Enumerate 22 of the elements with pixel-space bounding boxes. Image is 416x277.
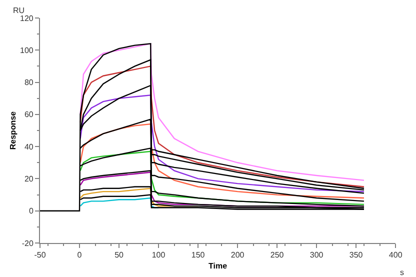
x-tick-label: 0: [77, 250, 82, 260]
x-tick-label: 300: [310, 250, 324, 260]
y-axis-title: Response: [8, 110, 18, 150]
x-tick-label: 400: [388, 250, 403, 260]
text: RU: [13, 6, 25, 15]
y-tick-label: 120: [20, 14, 34, 23]
y-tick-label: 40: [24, 142, 34, 152]
x-tick-label: 250: [270, 250, 284, 260]
x-tick-label: 200: [230, 250, 245, 260]
x-axis-title: Time: [208, 262, 228, 271]
x-tick-label: 350: [349, 250, 364, 260]
y-tick-label: 20: [24, 174, 34, 184]
y-tick-label: 100: [20, 46, 34, 55]
y-tick-label: 80: [24, 78, 34, 88]
y-tick-label: 60: [24, 110, 34, 120]
text: s: [400, 268, 404, 277]
x-tick-label: 100: [152, 250, 166, 260]
y-tick-label: 0: [28, 206, 34, 216]
x-tick-label: 50: [114, 250, 124, 260]
x-tick-label: -50: [34, 250, 46, 260]
x-tick-label: 150: [191, 250, 206, 260]
y-tick-label: -20: [22, 238, 34, 248]
